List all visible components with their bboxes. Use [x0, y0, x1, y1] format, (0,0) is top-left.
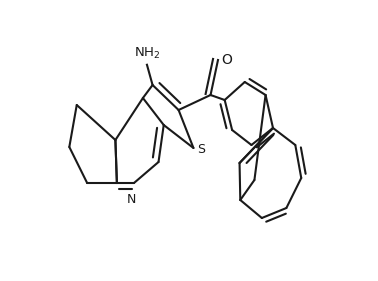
Text: S: S — [197, 143, 205, 156]
Text: NH$_2$: NH$_2$ — [134, 46, 160, 60]
Text: N: N — [127, 193, 136, 206]
Text: O: O — [222, 53, 232, 67]
